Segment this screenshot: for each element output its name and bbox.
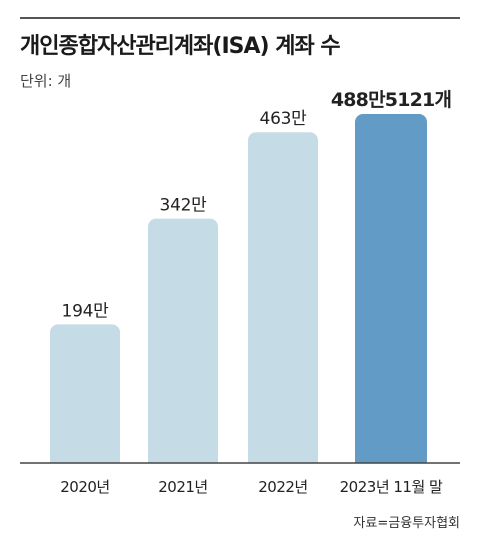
x-tick-label-2: 2022년: [258, 478, 307, 496]
data-label-3: 488만5121개: [331, 89, 451, 111]
bar-3: [355, 114, 427, 471]
x-tick-label-3: 2023년 11월 말: [340, 478, 443, 496]
source-note: 자료=금융투자협회: [353, 516, 460, 531]
baseline-mask: [0, 463, 480, 475]
bar-1: [148, 218, 218, 471]
data-label-2: 463만: [260, 109, 308, 129]
bar-0: [50, 324, 120, 471]
top-rule: [20, 17, 460, 19]
chart-title: 개인종합자산관리계좌(ISA) 계좌 수: [20, 34, 341, 59]
unit-label: 단위: 개: [20, 72, 72, 90]
x-tick-label-1: 2021년: [158, 478, 207, 496]
x-tick-label-0: 2020년: [60, 478, 109, 496]
data-label-1: 342만: [160, 196, 208, 216]
bar-2: [248, 132, 318, 472]
data-label-0: 194만: [62, 301, 110, 321]
